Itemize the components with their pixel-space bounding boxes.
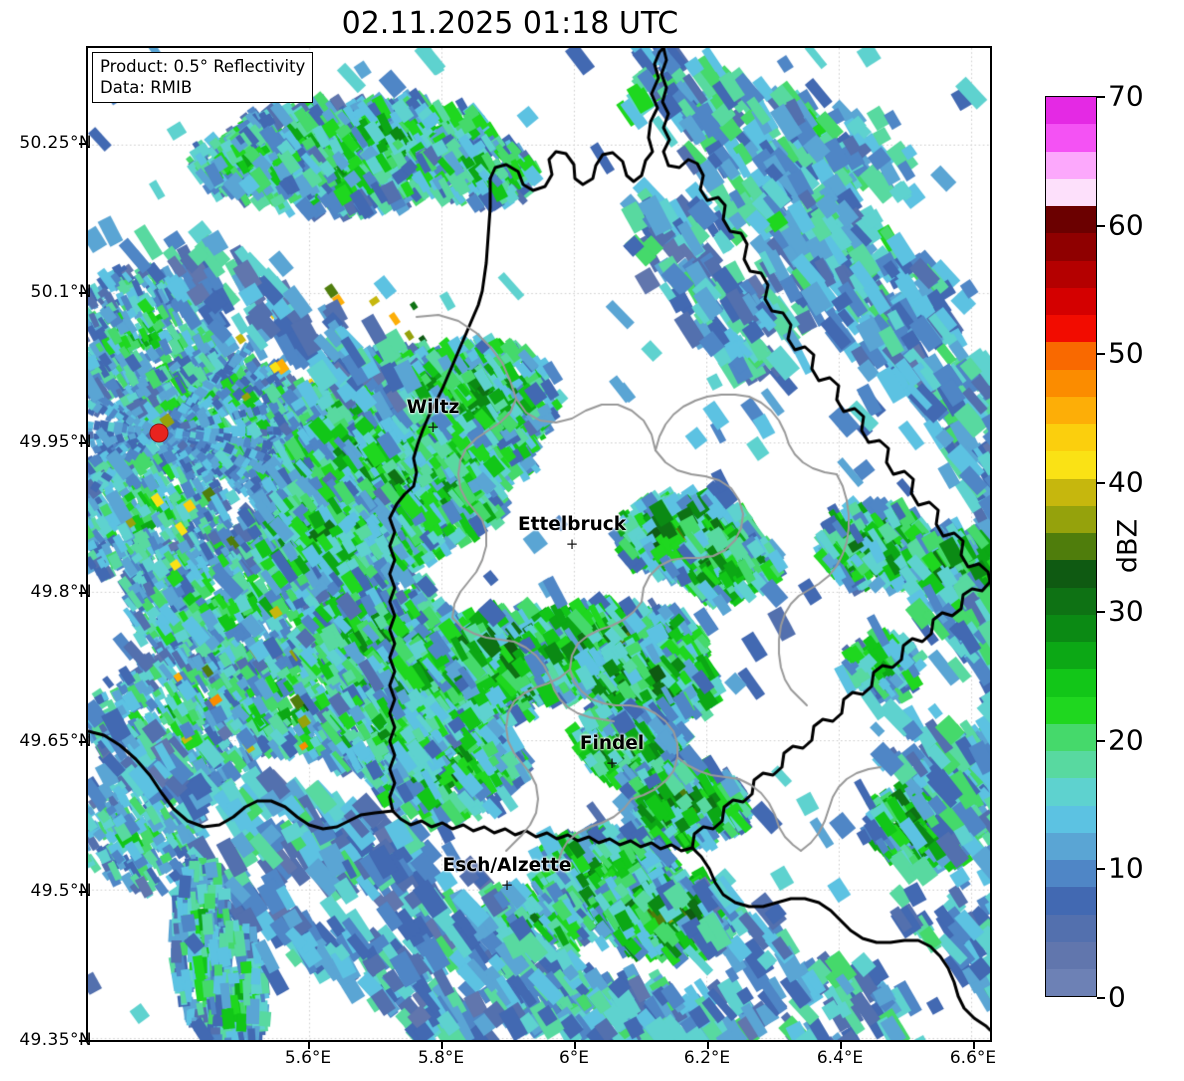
data-source-line: Data: RMIB [100,78,193,98]
radar-reflectivity-canvas [88,48,990,1040]
colorbar-band-29 [1046,887,1096,915]
colorbar-tick-mark-60 [1097,225,1105,227]
longitude-tick-mark-6.2 [707,1042,709,1049]
latitude-tick-label-49.95: 49.95°N [19,432,92,452]
colorbar-axis-label: dBZ [1112,518,1144,574]
colorbar-tick-label-70: 70 [1108,79,1144,113]
colorbar-band-28 [1046,860,1096,888]
longitude-tick-mark-6 [574,1042,576,1049]
colorbar-band-14 [1046,478,1096,506]
colorbar-tick-mark-30 [1097,611,1105,613]
latitude-tick-mark-50.25 [79,143,86,145]
colorbar-band-12 [1046,424,1096,452]
longitude-tick-label-6: 6°E [558,1048,590,1068]
colorbar-band-31 [1046,941,1096,969]
colorbar-band-13 [1046,451,1096,479]
longitude-tick-mark-6.4 [840,1042,842,1049]
colorbar-tick-label-30: 30 [1108,594,1144,628]
colorbar-tick-mark-20 [1097,740,1105,742]
latitude-tick-label-49.35: 49.35°N [19,1030,92,1050]
latitude-tick-label-49.5: 49.5°N [30,881,92,901]
colorbar-band-5 [1046,233,1096,261]
latitude-tick-mark-50.1 [79,292,86,294]
colorbar-band-16 [1046,533,1096,561]
latitude-tick-mark-49.5 [79,891,86,893]
latitude-tick-mark-49.95 [79,442,86,444]
colorbar-tick-mark-40 [1097,482,1105,484]
latitude-tick-mark-49.65 [79,741,86,743]
colorbar-band-18 [1046,587,1096,615]
colorbar-band-8 [1046,315,1096,343]
longitude-tick-label-5.8: 5.8°E [417,1048,465,1068]
latitude-tick-mark-49.8 [79,592,86,594]
colorbar-band-15 [1046,505,1096,533]
latitude-tick-label-50.25: 50.25°N [19,133,92,153]
colorbar-tick-label-60: 60 [1108,208,1144,242]
colorbar-band-27 [1046,832,1096,860]
colorbar-tick-label-0: 0 [1108,980,1126,1014]
radar-station-marker[interactable] [149,423,169,443]
colorbar-tick-label-20: 20 [1108,723,1144,757]
product-line: Product: 0.5° Reflectivity [100,57,306,76]
colorbar-band-26 [1046,805,1096,833]
colorbar-band-4 [1046,206,1096,234]
longitude-tick-label-6.6: 6.6°E [949,1048,997,1068]
colorbar-band-25 [1046,778,1096,806]
longitude-tick-mark-6.6 [973,1042,975,1049]
colorbar-band-3 [1046,178,1096,206]
colorbar-tick-mark-0 [1097,997,1105,999]
latitude-tick-label-49.8: 49.8°N [30,582,92,602]
longitude-tick-label-6.4: 6.4°E [816,1048,864,1068]
colorbar-band-1 [1046,124,1096,152]
latitude-tick-mark-49.35 [79,1040,86,1042]
colorbar-band-30 [1046,914,1096,942]
colorbar-gradient-strip [1046,97,1096,997]
colorbar-band-32 [1046,969,1096,997]
longitude-tick-label-5.6: 5.6°E [284,1048,332,1068]
colorbar-band-21 [1046,669,1096,697]
colorbar-band-10 [1046,369,1096,397]
colorbar-band-6 [1046,260,1096,288]
colorbar-band-20 [1046,642,1096,670]
radar-map-plot[interactable]: Product: 0.5° Reflectivity Data: RMIB Wi… [86,46,992,1042]
colorbar-band-24 [1046,751,1096,779]
colorbar-tick-label-10: 10 [1108,851,1144,885]
colorbar-band-19 [1046,614,1096,642]
page-title: 02.11.2025 01:18 UTC [341,6,679,41]
latitude-tick-label-49.65: 49.65°N [19,731,92,751]
reflectivity-colorbar[interactable] [1045,96,1097,997]
colorbar-tick-mark-10 [1097,868,1105,870]
colorbar-tick-mark-70 [1097,96,1105,98]
longitude-tick-label-6.2: 6.2°E [683,1048,731,1068]
colorbar-band-2 [1046,151,1096,179]
latitude-tick-label-50.1: 50.1°N [30,282,92,302]
colorbar-band-0 [1046,97,1096,125]
colorbar-tick-label-50: 50 [1108,336,1144,370]
colorbar-tick-label-40: 40 [1108,465,1144,499]
colorbar-tick-mark-50 [1097,353,1105,355]
colorbar-band-22 [1046,696,1096,724]
longitude-tick-mark-5.6 [308,1042,310,1049]
colorbar-band-17 [1046,560,1096,588]
colorbar-band-7 [1046,287,1096,315]
colorbar-band-11 [1046,396,1096,424]
product-info-box: Product: 0.5° Reflectivity Data: RMIB [92,52,314,104]
colorbar-band-23 [1046,723,1096,751]
colorbar-band-9 [1046,342,1096,370]
longitude-tick-mark-5.8 [441,1042,443,1049]
